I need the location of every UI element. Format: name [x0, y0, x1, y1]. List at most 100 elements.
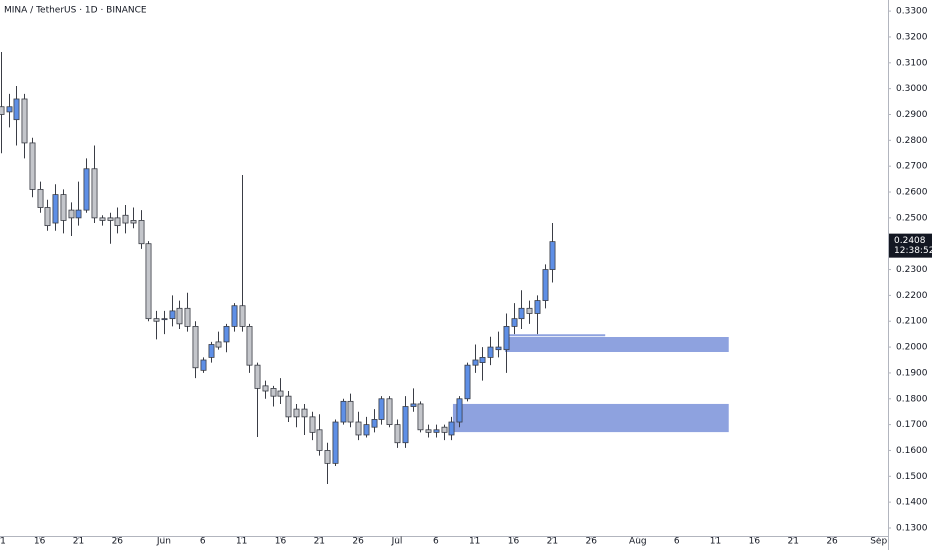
price-label-bg — [889, 233, 932, 258]
y-tick-label: 0.2500 — [896, 213, 928, 223]
x-tick-label: 26 — [585, 537, 597, 547]
candle-body — [464, 364, 471, 400]
x-tick-label: 11 — [236, 537, 247, 547]
candle-body — [192, 326, 199, 369]
candle-body — [355, 421, 362, 436]
y-tick-label: 0.2600 — [896, 188, 928, 198]
x-tick-label: 21 — [73, 537, 84, 547]
candle-body — [417, 403, 424, 431]
candle-body — [526, 307, 533, 314]
candle-body — [448, 421, 455, 436]
candle-body — [285, 395, 292, 418]
candle-body — [487, 346, 494, 358]
chart-title: MINA / TetherUS · 1D · BINANCE — [4, 6, 147, 16]
candle-body — [99, 217, 106, 221]
x-tick-label: 26 — [826, 537, 838, 547]
candle-body — [425, 429, 432, 433]
candle-body — [215, 341, 222, 348]
candle-body — [371, 419, 378, 428]
candle-body — [363, 424, 370, 436]
candle-body — [239, 305, 246, 327]
y-tick-label: 0.1300 — [896, 523, 928, 533]
y-tick-label: 0.2700 — [896, 162, 928, 172]
last-price: 0.2408 — [894, 236, 926, 246]
x-tick-label: Jul — [391, 537, 403, 547]
y-tick-label: 0.3300 — [896, 7, 928, 17]
candle-body — [161, 318, 168, 321]
candle-body — [262, 385, 269, 392]
candle-body — [114, 217, 121, 227]
candle-body — [52, 194, 59, 224]
x-tick-label: 6 — [200, 537, 206, 547]
candle-body — [324, 450, 331, 464]
y-tick-label: 0.3000 — [896, 84, 928, 94]
candle-body — [83, 168, 90, 211]
x-tick-label: 21 — [314, 537, 325, 547]
candle-body — [68, 209, 75, 219]
candle-body — [456, 398, 463, 423]
y-tick-label: 0.1700 — [896, 420, 928, 430]
candle-body — [270, 388, 277, 397]
candle-body — [549, 241, 556, 270]
candle-body — [169, 310, 176, 320]
zone — [504, 337, 729, 352]
candle-body — [184, 307, 191, 327]
y-tick-label: 0.3100 — [896, 58, 928, 68]
candle-body — [402, 406, 409, 444]
x-tick-label: 16 — [275, 537, 287, 547]
candle-body — [13, 98, 20, 121]
candle-body — [223, 326, 230, 343]
x-tick-label: Jun — [156, 537, 171, 547]
x-tick-label: 21 — [787, 537, 798, 547]
candle-body — [293, 408, 300, 418]
candle-body — [21, 98, 28, 144]
candle-body — [6, 106, 13, 113]
x-tick-label: 26 — [352, 537, 364, 547]
y-tick-label: 0.2000 — [896, 343, 928, 353]
candle-body — [479, 357, 486, 363]
y-tick-label: 0.1600 — [896, 446, 928, 456]
countdown: 12:38:52 — [894, 246, 932, 256]
candle-body — [503, 326, 510, 351]
candle-body — [347, 400, 354, 423]
x-tick-label: Sep — [870, 537, 887, 547]
candle-body — [277, 390, 284, 397]
x-tick-label: 16 — [508, 537, 520, 547]
candle-body — [316, 429, 323, 451]
candle-body — [145, 243, 152, 320]
zone — [452, 403, 729, 433]
candle-body — [0, 106, 5, 115]
candle-body — [534, 300, 541, 314]
y-tick-label: 0.1500 — [896, 472, 928, 482]
candle-body — [542, 269, 549, 301]
x-tick-label: 6 — [674, 537, 680, 547]
candle-body — [176, 307, 183, 325]
y-tick-label: 0.2800 — [896, 136, 928, 146]
y-tick-label: 0.1400 — [896, 498, 928, 508]
candle-body — [138, 220, 145, 245]
candle-body — [433, 429, 440, 433]
candle-body — [44, 207, 51, 227]
candle-body — [153, 318, 160, 322]
candle-body — [29, 142, 36, 190]
y-tick-label: 0.2300 — [896, 265, 928, 275]
candle-body — [332, 421, 339, 464]
y-tick-label: 0.2100 — [896, 317, 928, 327]
candle-body — [246, 326, 253, 366]
x-tick-label: 21 — [547, 537, 558, 547]
candle-body — [37, 189, 44, 208]
y-tick-label: 0.1900 — [896, 368, 928, 378]
candle-body — [231, 305, 238, 327]
candle-body — [472, 359, 479, 366]
candle-body — [60, 194, 67, 221]
x-tick-label: 16 — [749, 537, 761, 547]
candle-body — [91, 168, 98, 219]
candle-body — [518, 307, 525, 320]
candle-body — [394, 424, 401, 444]
candle-body — [122, 214, 129, 224]
candle-body — [441, 426, 448, 433]
candle-body — [410, 403, 417, 407]
